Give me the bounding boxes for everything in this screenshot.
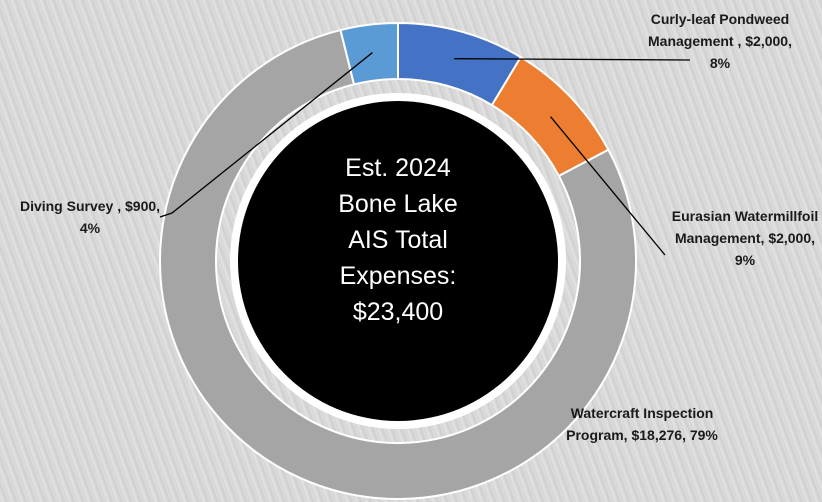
category-label: Diving Survey , <box>19 198 122 214</box>
category-label: Curly-leaf Pondweed Management , <box>648 11 790 49</box>
leader-line <box>550 116 666 256</box>
category-label: Eurasian Watermillfoil Management, <box>671 208 819 246</box>
leader-line <box>159 52 373 218</box>
value-label: $18,276, 79% <box>631 427 718 443</box>
data-label: Eurasian Watermillfoil Management, $2,00… <box>665 205 822 271</box>
data-label: Curly-leaf Pondweed Management , $2,000,… <box>640 8 800 74</box>
data-label: Watercraft Inspection Program, $18,276, … <box>562 402 722 446</box>
data-label: Diving Survey , $900, 4% <box>10 195 170 239</box>
chart-title: Est. 2024 Bone Lake AIS Total Expenses: … <box>338 154 458 326</box>
center-disc <box>238 101 558 421</box>
value-label: $2,000, 8% <box>709 33 792 71</box>
leader-line <box>454 58 691 61</box>
donut-segment <box>159 28 637 500</box>
value-label: $2,000, 9% <box>734 230 816 268</box>
category-label: Watercraft Inspection Program, <box>566 405 714 443</box>
donut-segment <box>339 21 399 86</box>
value-label: $900, 4% <box>79 198 161 236</box>
